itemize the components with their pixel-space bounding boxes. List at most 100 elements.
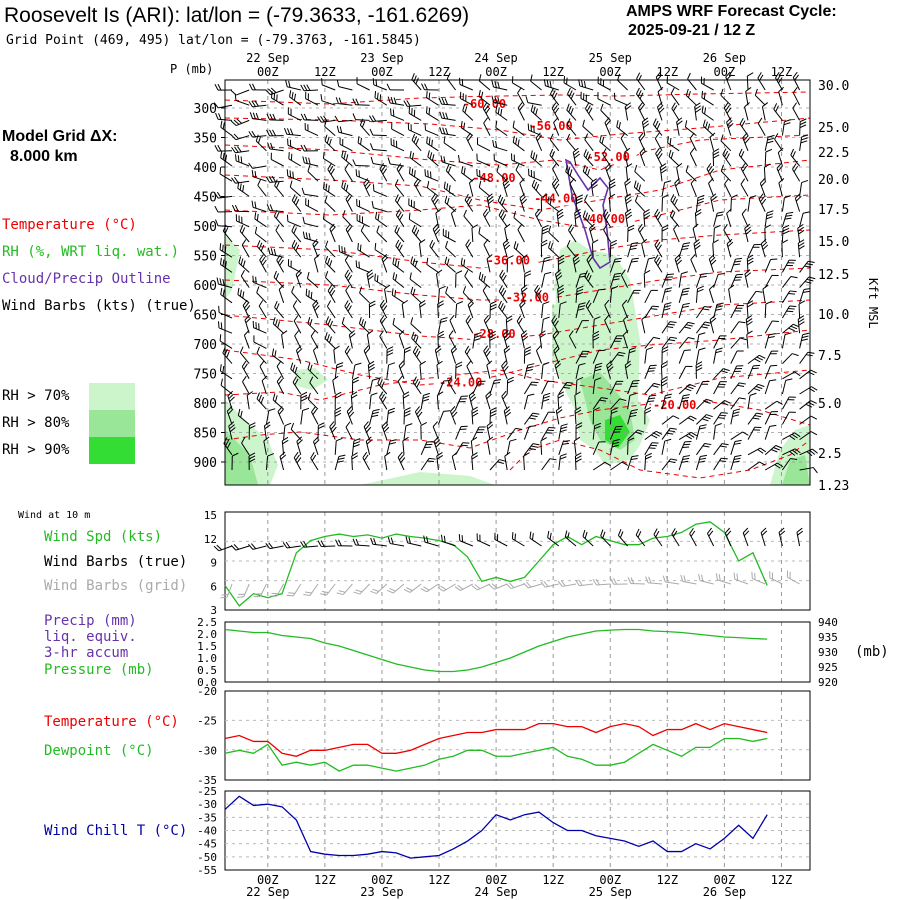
barb-feather xyxy=(352,159,357,166)
barb-feather xyxy=(338,539,342,547)
wind-barb xyxy=(781,305,797,319)
wind-barb xyxy=(451,451,458,471)
wind-barb xyxy=(345,421,353,440)
barb-feather xyxy=(404,410,411,414)
barb-feather xyxy=(461,444,468,447)
barb-feather xyxy=(803,287,811,290)
barb-staff xyxy=(661,458,671,471)
wind-barb xyxy=(695,381,710,395)
barb-staff xyxy=(726,213,732,227)
wind-barb xyxy=(307,392,319,410)
barb-feather xyxy=(215,112,219,120)
wind-barb xyxy=(235,214,250,228)
wind-barb xyxy=(592,377,602,395)
barb-feather xyxy=(726,74,732,81)
barb-feather xyxy=(690,254,696,260)
barb-feather xyxy=(661,379,668,384)
barb-staff xyxy=(609,335,618,349)
barb-feather xyxy=(252,275,254,283)
model-grid-value: 8.000 km xyxy=(10,148,78,165)
wind-barb xyxy=(687,72,697,91)
wind-barb xyxy=(764,424,777,440)
barb-feather xyxy=(215,219,219,226)
barb-staff xyxy=(535,137,543,151)
wind-barb xyxy=(242,375,250,395)
wind-barb xyxy=(506,427,523,440)
wind-barb xyxy=(403,100,422,107)
wind-barb xyxy=(300,113,319,121)
barb-staff xyxy=(690,183,697,197)
barb-feather xyxy=(302,231,306,239)
wind-barb xyxy=(609,272,622,288)
barb-feather xyxy=(248,100,253,108)
barb-feather xyxy=(477,137,479,145)
barb-feather xyxy=(413,75,417,82)
wind-barb xyxy=(324,255,336,273)
barb-staff xyxy=(487,440,491,455)
barb-feather xyxy=(707,123,711,131)
barb-feather xyxy=(696,367,703,372)
wind-barb xyxy=(476,168,491,182)
barb-feather xyxy=(534,208,540,215)
surface-wind-barb xyxy=(458,534,473,547)
barb-staff xyxy=(443,142,456,152)
barb-staff xyxy=(325,277,336,288)
barb-feather xyxy=(625,199,632,205)
barb-feather xyxy=(753,429,760,431)
barb-feather xyxy=(272,393,276,400)
contour-label: -40.00 xyxy=(582,212,625,226)
barb-feather xyxy=(307,362,311,370)
barb-staff xyxy=(799,213,804,227)
barb-feather xyxy=(531,533,534,540)
barb-staff xyxy=(661,395,666,410)
barb-feather xyxy=(557,580,563,587)
barb-feather xyxy=(792,151,796,158)
barb-feather xyxy=(504,183,511,190)
barb-feather xyxy=(274,179,278,186)
barb-feather xyxy=(297,348,303,354)
barb-feather xyxy=(411,224,416,232)
barb-staff xyxy=(345,290,353,304)
barb-feather xyxy=(641,238,648,244)
barb-staff xyxy=(687,78,697,91)
barb-feather xyxy=(364,348,371,354)
barb-feather xyxy=(398,360,405,367)
barb-staff xyxy=(287,220,301,228)
barb-feather xyxy=(736,273,744,276)
barb-feather xyxy=(578,305,586,308)
barb-feather xyxy=(648,367,656,370)
barb-feather xyxy=(323,181,325,189)
barb-feather xyxy=(411,168,414,176)
barb-feather xyxy=(499,269,504,277)
wind-barb xyxy=(386,407,395,425)
barb-feather xyxy=(240,410,243,418)
wind-barb xyxy=(591,239,599,258)
barb-feather xyxy=(432,223,438,230)
barb-feather xyxy=(594,425,601,430)
barb-feather xyxy=(341,316,345,324)
barb-staff xyxy=(582,125,594,136)
barb-staff xyxy=(339,143,353,152)
barb-feather xyxy=(455,270,463,275)
barb-feather xyxy=(241,360,247,367)
barb-feather xyxy=(670,427,677,430)
barb-feather xyxy=(483,238,489,245)
barb-staff xyxy=(799,289,805,303)
barb-feather xyxy=(665,393,672,397)
wind-barb xyxy=(300,391,308,410)
barb-feather xyxy=(663,308,671,311)
wind-barb xyxy=(722,148,732,167)
legend-rh70: RH > 70% xyxy=(2,388,70,404)
wind-barb xyxy=(396,163,405,182)
barb-staff xyxy=(713,213,718,227)
wind-barb xyxy=(420,422,428,440)
barb-feather xyxy=(671,102,676,109)
barb-staff xyxy=(738,154,749,167)
barb-staff xyxy=(333,349,336,364)
wind-barb xyxy=(625,163,633,182)
barb-feather xyxy=(389,439,397,442)
wind-barb xyxy=(627,257,639,273)
barb-staff xyxy=(310,457,319,471)
barb-feather xyxy=(768,333,776,336)
barb-staff xyxy=(519,198,525,212)
